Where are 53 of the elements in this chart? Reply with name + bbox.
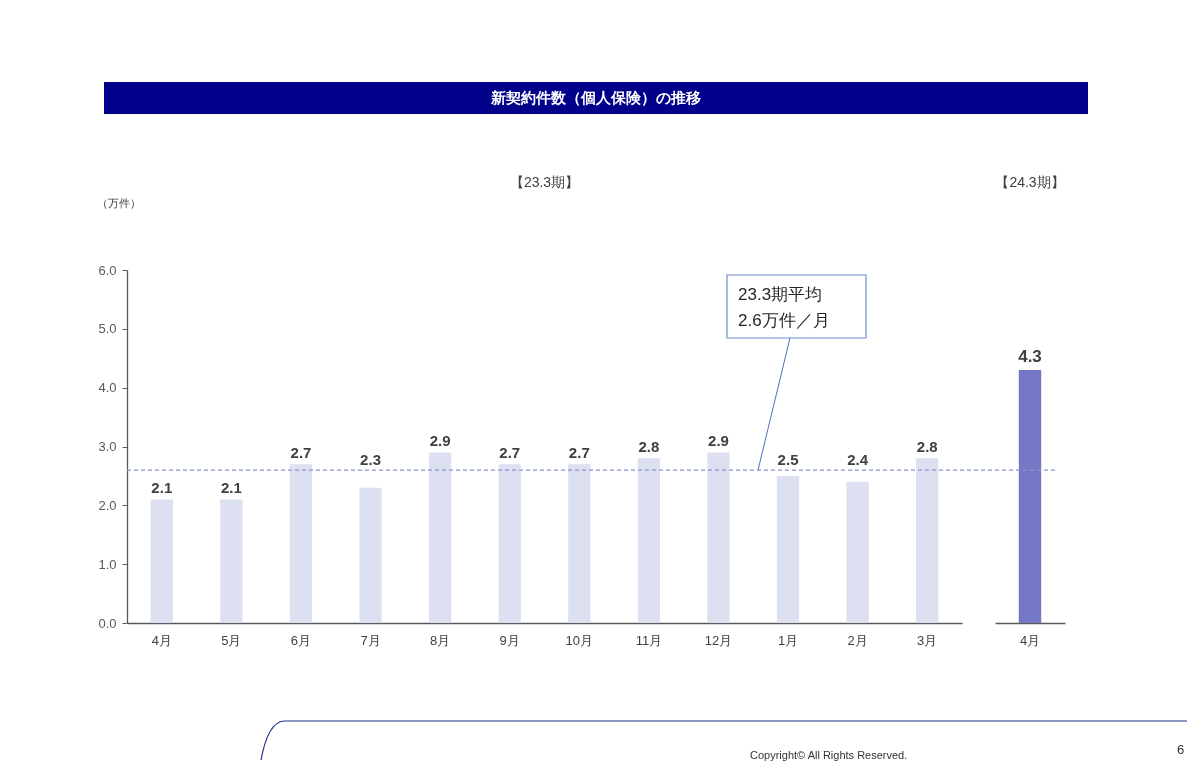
data-label: 2.1 (151, 479, 173, 497)
x-tick-label: 7月 (360, 632, 381, 648)
bar (707, 452, 730, 623)
x-tick-label: 8月 (430, 632, 451, 648)
data-label: 2.7 (568, 444, 590, 462)
data-label: 2.3 (360, 451, 381, 469)
y-tick-label: 3.0 (98, 439, 117, 454)
x-tick-label: 11月 (635, 632, 663, 648)
y-tick-label: 2.0 (98, 497, 117, 513)
bar (568, 464, 591, 623)
bar (916, 458, 939, 623)
data-label: 2.8 (916, 438, 938, 456)
x-tick-label: 3月 (917, 632, 938, 648)
ref-line-label: 23.3期平均 2.6万件／月 (738, 285, 830, 330)
data-label: 2.8 (638, 438, 660, 456)
x-tick-label: 1月 (777, 632, 799, 648)
data-label: 4.3 (1018, 347, 1042, 367)
bar (846, 481, 869, 623)
x-tick-label: 6月 (290, 632, 312, 648)
bar (428, 452, 452, 623)
y-tick-label: 4.0 (98, 380, 117, 396)
chart-subtitle: 【23.3期】 (509, 174, 580, 190)
x-tick-label: 5月 (221, 632, 242, 648)
text: Copyright© All Rights Reserved. (750, 749, 908, 762)
bar (150, 499, 173, 623)
data-label: 2.9 (708, 432, 729, 450)
x-tick-label: 2月 (847, 632, 868, 648)
x-tick-label: 12月 (704, 632, 733, 648)
title-banner: 新契約件数（個人保険）の推移 (104, 82, 1088, 114)
bar (289, 464, 313, 623)
x-tick-label: 9月 (499, 632, 520, 648)
chart-subtitle: 【24.3期】 (995, 174, 1065, 190)
chart-title: 新契約件数（個人保険）の推移 (491, 89, 701, 107)
data-label: 2.7 (499, 444, 521, 462)
y-tick-label: 0.0 (98, 615, 117, 631)
data-label: 2.7 (290, 444, 312, 462)
text: 6 (1177, 742, 1185, 758)
bar (498, 464, 521, 623)
y-axis-title: （万件） (96, 196, 141, 209)
bar (359, 487, 382, 623)
x-tick-label: 4月 (1019, 632, 1041, 648)
bar (637, 458, 661, 623)
x-tick-label: 10月 (565, 632, 594, 648)
data-label: 2.5 (777, 451, 799, 469)
data-label: 2.9 (429, 432, 451, 450)
bar (220, 499, 243, 623)
data-label: 2.4 (847, 451, 869, 469)
y-tick-label: 5.0 (98, 321, 117, 337)
data-label: 2.1 (220, 479, 242, 497)
bar (776, 475, 800, 623)
y-tick-label: 1.0 (98, 556, 117, 572)
y-tick-label: 6.0 (98, 262, 117, 278)
x-tick-label: 4月 (151, 632, 172, 648)
